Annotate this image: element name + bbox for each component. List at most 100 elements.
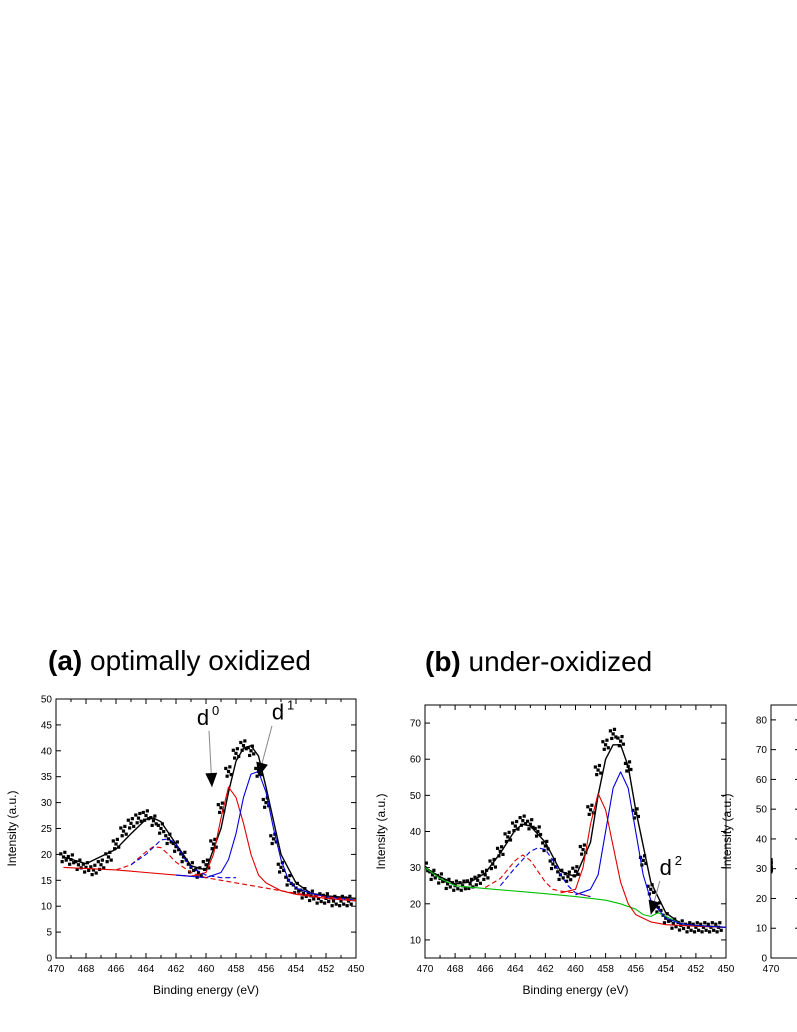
- data-point: [154, 822, 158, 826]
- data-point: [211, 842, 216, 846]
- x-tick-label: 454: [657, 964, 674, 975]
- data-point: [323, 901, 327, 905]
- data-point: [334, 902, 338, 906]
- data-point: [102, 866, 106, 870]
- data-point: [480, 870, 485, 874]
- data-point: [243, 739, 247, 743]
- data-point: [477, 874, 481, 878]
- data-point: [670, 926, 674, 930]
- y-tick-label: 10: [41, 902, 53, 913]
- data-point: [500, 845, 504, 849]
- data-point: [150, 823, 154, 827]
- data-point: [507, 830, 511, 834]
- panel-a-letter: (a): [48, 645, 83, 676]
- data-point: [586, 805, 590, 809]
- data-point: [659, 908, 663, 913]
- annotation-superscript: 1: [287, 698, 294, 713]
- data-point: [635, 807, 639, 811]
- data-point: [582, 843, 586, 847]
- data-point: [213, 837, 217, 841]
- data-point: [173, 849, 177, 853]
- data-point: [228, 765, 232, 769]
- data-point: [518, 816, 522, 820]
- data-point: [523, 822, 528, 826]
- data-point: [319, 899, 323, 904]
- data-point: [93, 863, 97, 867]
- data-point: [621, 742, 625, 746]
- data-point: [694, 925, 698, 929]
- data-point: [84, 865, 88, 869]
- x-tick-label: 462: [168, 964, 185, 975]
- data-point: [204, 863, 208, 867]
- data-point: [224, 766, 228, 771]
- data-point: [452, 888, 456, 892]
- data-point: [641, 858, 645, 863]
- chart-0: 470 468 466 464 462 460 458 456 454 452 4500510152…: [5, 695, 365, 998]
- data-points: [59, 739, 353, 908]
- data-point: [715, 930, 719, 934]
- data-point: [249, 749, 253, 753]
- x-tick-label: 452: [688, 964, 705, 975]
- y-tick-label: 60: [410, 755, 422, 766]
- data-point: [96, 860, 100, 864]
- data-point: [674, 925, 678, 929]
- data-point: [441, 879, 445, 884]
- x-tick-label: 466: [477, 964, 494, 975]
- data-point: [318, 892, 322, 896]
- data-point: [70, 853, 74, 857]
- data-point: [695, 921, 699, 925]
- data-point: [59, 852, 63, 856]
- data-point: [631, 808, 635, 812]
- data-point: [330, 904, 334, 908]
- data-point: [90, 873, 94, 877]
- data-point: [233, 756, 237, 760]
- data-point: [226, 769, 231, 774]
- data-point: [349, 902, 353, 906]
- data-point: [537, 825, 541, 829]
- data-point: [719, 928, 723, 932]
- data-point: [123, 824, 127, 829]
- data-point: [680, 919, 684, 923]
- data-point: [254, 766, 258, 771]
- data-point: [111, 839, 115, 843]
- y-tick-label: 40: [756, 834, 768, 845]
- data-point: [642, 854, 647, 858]
- data-point: [429, 877, 433, 882]
- data-point: [467, 886, 471, 891]
- data-point: [666, 919, 671, 923]
- data-point: [210, 847, 214, 851]
- data-point: [87, 868, 91, 873]
- data-point: [482, 877, 486, 882]
- data-point: [156, 823, 160, 827]
- data-point: [554, 865, 558, 869]
- data-point: [278, 870, 282, 874]
- data-point: [72, 861, 76, 865]
- data-point: [580, 852, 584, 856]
- data-point: [113, 847, 117, 851]
- data-point: [439, 872, 444, 876]
- data-point: [526, 819, 530, 823]
- data-point: [177, 848, 181, 852]
- data-point: [220, 801, 224, 805]
- data-point: [342, 902, 346, 906]
- data-point: [508, 838, 513, 842]
- annotation-arrow-head: [256, 761, 268, 777]
- data-point: [567, 870, 571, 874]
- data-point: [575, 865, 579, 869]
- data-point: [596, 768, 600, 772]
- data-point: [252, 752, 256, 756]
- data-point: [310, 889, 314, 893]
- data-point: [159, 826, 163, 831]
- data-point: [606, 746, 610, 750]
- data-point: [611, 732, 615, 736]
- data-point: [100, 858, 104, 862]
- data-point: [646, 884, 650, 888]
- data-point: [476, 878, 480, 882]
- series-group: [425, 727, 726, 934]
- y-tick-label: 60: [756, 775, 768, 786]
- data-point: [308, 898, 312, 903]
- data-point: [288, 874, 292, 878]
- data-point: [61, 855, 66, 859]
- data-point: [218, 810, 222, 815]
